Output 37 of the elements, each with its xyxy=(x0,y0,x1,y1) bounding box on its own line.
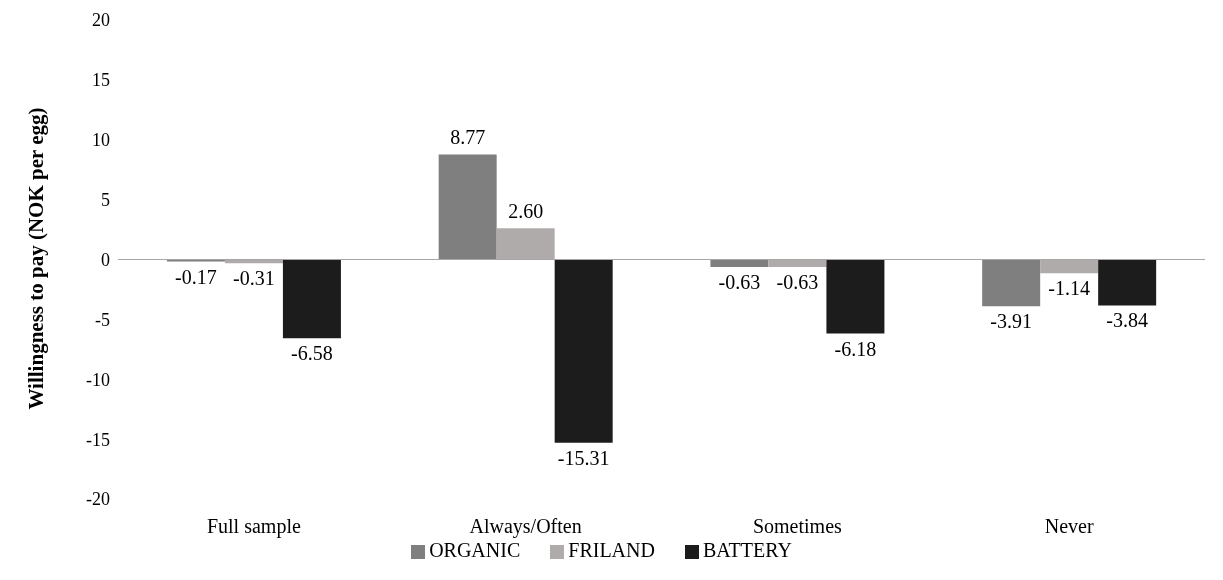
legend-label: FRILAND xyxy=(568,539,655,561)
y-tick-label: -10 xyxy=(86,369,110,390)
legend-label: ORGANIC xyxy=(429,539,521,561)
data-label: -3.91 xyxy=(990,310,1032,333)
data-label: -0.63 xyxy=(718,271,761,294)
data-label: -0.17 xyxy=(175,265,217,288)
bar xyxy=(166,259,225,262)
legend-label: BATTERY xyxy=(702,539,792,561)
data-label: -6.18 xyxy=(834,337,877,360)
bar xyxy=(982,259,1041,307)
x-tick-label: Always/Often xyxy=(469,515,582,539)
bar xyxy=(282,259,341,339)
y-tick-label: 15 xyxy=(92,70,110,91)
x-tick-label: Full sample xyxy=(206,515,301,539)
y-axis-title: Willingness to pay (NOK per egg) xyxy=(24,107,49,410)
data-label: -3.84 xyxy=(1106,309,1148,332)
data-label: -15.31 xyxy=(557,446,610,469)
data-label: -0.31 xyxy=(233,267,275,290)
bar xyxy=(554,259,613,443)
y-tick-label: -5 xyxy=(95,309,110,330)
x-tick-label: Never xyxy=(1044,515,1094,538)
y-tick-label: -20 xyxy=(86,489,110,510)
y-tick-label: 10 xyxy=(92,130,110,151)
y-tick-label: -15 xyxy=(86,429,110,450)
x-tick-label: Sometimes xyxy=(752,515,843,538)
bar xyxy=(438,154,497,260)
bar xyxy=(826,259,885,334)
y-tick-label: 20 xyxy=(92,10,110,31)
y-tick-label: 5 xyxy=(101,190,110,211)
bar xyxy=(1098,259,1157,306)
data-label: -0.63 xyxy=(776,271,819,294)
data-label: 8.77 xyxy=(450,126,486,149)
bar xyxy=(710,259,769,268)
data-label: -6.58 xyxy=(291,342,333,365)
y-tick-label: 0 xyxy=(101,249,110,270)
data-label: -1.14 xyxy=(1048,277,1090,300)
data-label: 2.60 xyxy=(508,200,544,223)
